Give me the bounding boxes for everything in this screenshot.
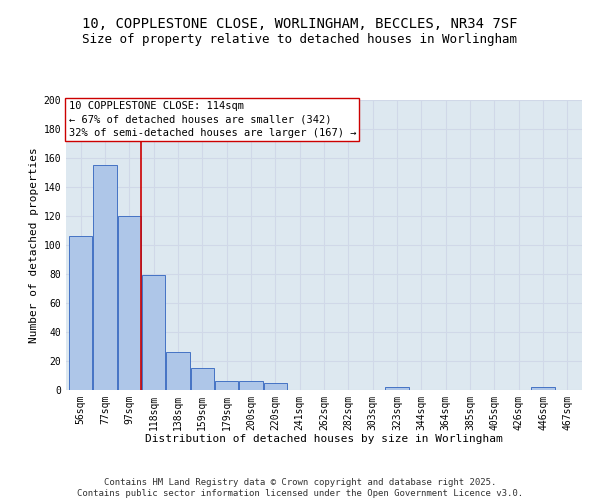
Bar <box>166 352 190 390</box>
Text: 10, COPPLESTONE CLOSE, WORLINGHAM, BECCLES, NR34 7SF: 10, COPPLESTONE CLOSE, WORLINGHAM, BECCL… <box>82 18 518 32</box>
Text: 10 COPPLESTONE CLOSE: 114sqm
← 67% of detached houses are smaller (342)
32% of s: 10 COPPLESTONE CLOSE: 114sqm ← 67% of de… <box>68 102 356 138</box>
Y-axis label: Number of detached properties: Number of detached properties <box>29 147 40 343</box>
Bar <box>385 387 409 390</box>
Bar <box>94 165 116 390</box>
Bar <box>191 368 214 390</box>
Bar <box>215 382 238 390</box>
X-axis label: Distribution of detached houses by size in Worlingham: Distribution of detached houses by size … <box>145 434 503 444</box>
Bar <box>118 216 141 390</box>
Bar <box>532 387 554 390</box>
Bar <box>142 276 165 390</box>
Text: Size of property relative to detached houses in Worlingham: Size of property relative to detached ho… <box>83 32 517 46</box>
Bar <box>69 236 92 390</box>
Text: Contains HM Land Registry data © Crown copyright and database right 2025.
Contai: Contains HM Land Registry data © Crown c… <box>77 478 523 498</box>
Bar <box>264 383 287 390</box>
Bar <box>239 382 263 390</box>
